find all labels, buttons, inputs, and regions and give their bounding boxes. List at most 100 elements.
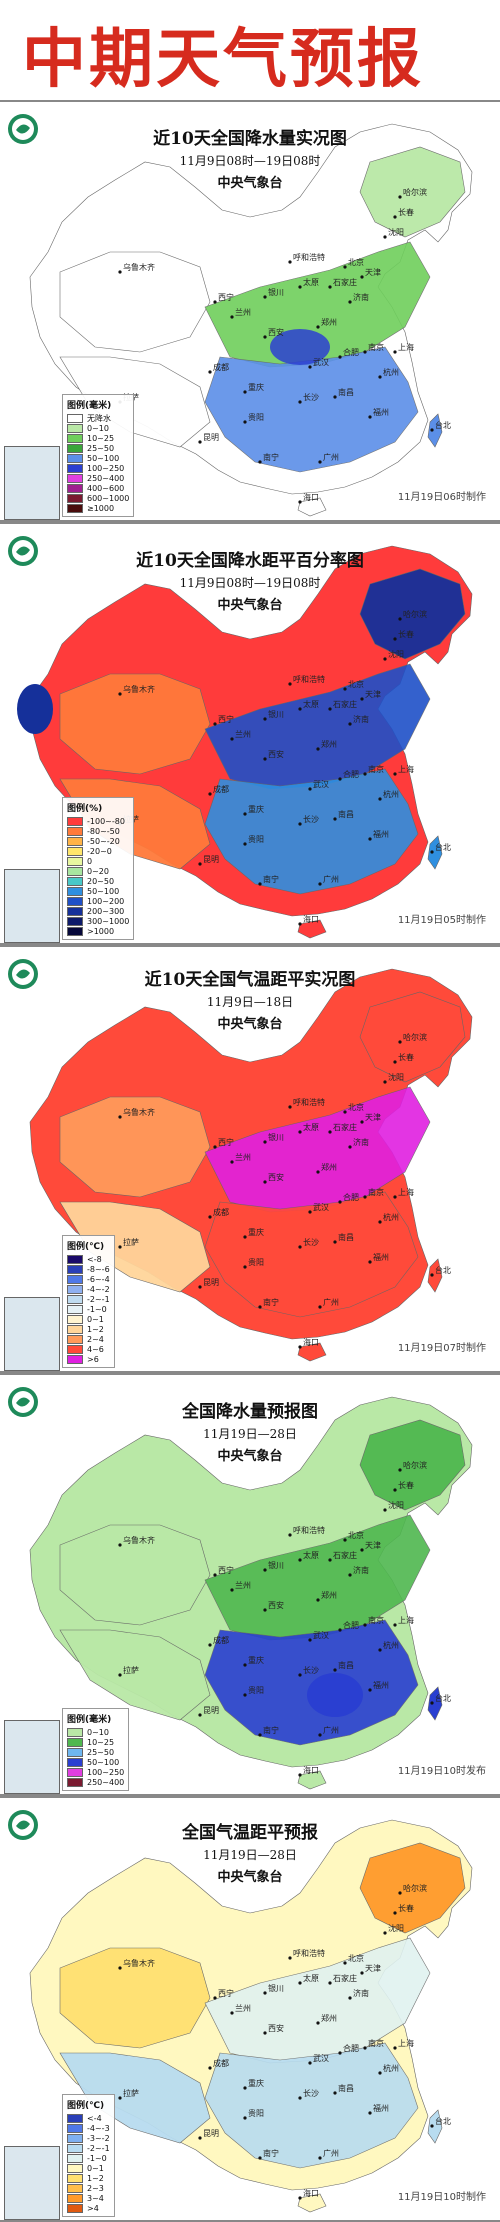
- panel-subtitle: 11月9日08时—19日08时: [179, 154, 321, 168]
- city-marker: [298, 1981, 302, 1985]
- city-marker: [288, 1105, 292, 1109]
- city-label: 太原: [303, 1973, 319, 1983]
- city-label: 长春: [398, 1903, 414, 1913]
- city-marker: [318, 882, 322, 886]
- legend-item: 0: [67, 856, 129, 866]
- city-label: 南京: [368, 342, 384, 352]
- legend-item: -1~0: [67, 1304, 110, 1314]
- city-label: 乌鲁木齐: [123, 1958, 155, 1968]
- city-marker: [308, 1210, 312, 1214]
- city-label: 银川: [268, 709, 284, 719]
- legend-item: 0~1: [67, 1314, 110, 1324]
- legend-item: 1~2: [67, 2173, 110, 2183]
- legend-label: 100~200: [87, 896, 125, 906]
- legend-label: 0~10: [87, 423, 109, 433]
- city-label: 郑州: [321, 1590, 337, 1600]
- city-marker: [263, 1608, 267, 1612]
- legend-item: 10~25: [67, 1737, 124, 1747]
- city-marker: [328, 1130, 332, 1134]
- city-label: 合肥: [343, 1620, 359, 1630]
- city-marker: [316, 325, 320, 329]
- city-marker: [338, 2051, 342, 2055]
- legend-label: -8~-6: [87, 1264, 110, 1274]
- city-marker: [243, 1663, 247, 1667]
- anomaly-area-west: [17, 684, 53, 734]
- city-marker: [316, 1170, 320, 1174]
- city-marker: [338, 1628, 342, 1632]
- city-marker: [393, 1488, 397, 1492]
- city-marker: [430, 1273, 434, 1277]
- city-marker: [298, 2096, 302, 2100]
- city-marker: [208, 1215, 212, 1219]
- legend-item: <-4: [67, 2113, 110, 2123]
- city-label: 济南: [353, 292, 369, 302]
- legend-label: 100~250: [87, 1767, 125, 1777]
- city-marker: [363, 1623, 367, 1627]
- legend-item: 300~1000: [67, 916, 129, 926]
- panel-subtitle: 11月19日—28日: [203, 1848, 297, 1862]
- city-label: 兰州: [235, 1152, 251, 1162]
- city-marker: [118, 270, 122, 274]
- city-label: 太原: [303, 1550, 319, 1560]
- city-label: 长春: [398, 1480, 414, 1490]
- legend-swatch: [67, 483, 83, 493]
- city-marker: [333, 395, 337, 399]
- city-marker: [348, 1996, 352, 2000]
- legend-item: -4~-3: [67, 2123, 110, 2133]
- city-marker: [378, 2071, 382, 2075]
- city-label: 上海: [398, 2038, 414, 2048]
- city-label: 郑州: [321, 2013, 337, 2023]
- city-label: 海口: [303, 1765, 319, 1775]
- legend-swatch: [67, 503, 83, 513]
- legend-swatch: [67, 906, 83, 916]
- city-marker: [328, 285, 332, 289]
- city-marker: [243, 842, 247, 846]
- city-marker: [328, 1558, 332, 1562]
- city-label: 台北: [435, 2116, 451, 2126]
- city-marker: [208, 370, 212, 374]
- city-marker: [398, 195, 402, 199]
- city-label: 成都: [213, 1635, 229, 1645]
- city-label: 台北: [435, 842, 451, 852]
- city-marker: [198, 2136, 202, 2140]
- city-label: 西宁: [218, 292, 234, 302]
- cma-logo-icon: [6, 1385, 40, 1419]
- region-northwest: [59, 251, 211, 353]
- legend-label: 25~50: [87, 1747, 115, 1757]
- legend-title: 图例(%): [67, 804, 103, 814]
- legend-swatch: [67, 1767, 83, 1777]
- city-label: 沈阳: [388, 227, 404, 237]
- page-title: 中期天气预报: [22, 23, 424, 97]
- city-label: 上海: [398, 1615, 414, 1625]
- south-china-sea-inset: [4, 2146, 60, 2220]
- city-marker: [398, 617, 402, 621]
- island-taiwan: [427, 835, 443, 870]
- city-label: 合肥: [343, 2043, 359, 2053]
- legend-swatch: [67, 1314, 83, 1324]
- city-label: 沈阳: [388, 649, 404, 659]
- city-label: 南京: [368, 1187, 384, 1197]
- legend-label: 400~600: [87, 483, 125, 493]
- city-marker: [363, 350, 367, 354]
- legend-item: >6: [67, 1354, 110, 1364]
- city-marker: [430, 1701, 434, 1705]
- legend-item: ≥1000: [67, 503, 129, 513]
- city-label: 西宁: [218, 714, 234, 724]
- south-china-sea-inset: [4, 1720, 60, 1794]
- legend-swatch: [67, 433, 83, 443]
- city-label: 昆明: [203, 433, 219, 442]
- city-label: 乌鲁木齐: [123, 262, 155, 272]
- city-marker: [298, 2196, 302, 2200]
- city-label: 哈尔滨: [403, 1883, 427, 1893]
- region-northwest: [59, 673, 211, 775]
- legend-item: -2~-1: [67, 2143, 110, 2153]
- city-label: 银川: [268, 1983, 284, 1993]
- legend-item: 0~20: [67, 866, 129, 876]
- legend-swatch: [67, 2153, 83, 2163]
- city-marker: [230, 737, 234, 741]
- legend-item: >4: [67, 2203, 110, 2213]
- city-label: 南宁: [263, 1297, 279, 1307]
- region-northeast: [359, 991, 466, 1083]
